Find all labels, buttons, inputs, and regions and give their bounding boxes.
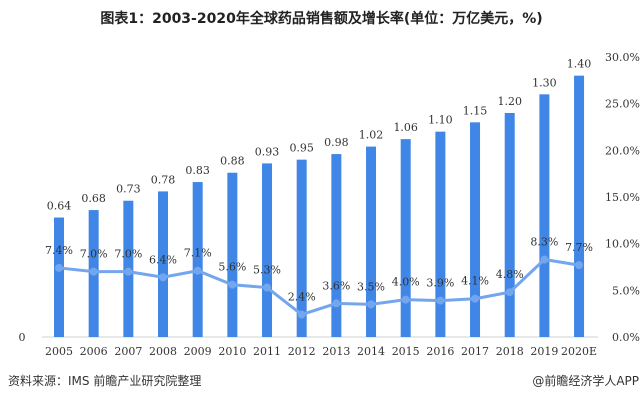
x-tick-label: 2009 (184, 345, 212, 358)
growth-line (58, 257, 580, 317)
growth-point (471, 294, 480, 303)
bar-value-label: 1.40 (567, 58, 592, 71)
bar-value-label: 0.64 (47, 200, 72, 213)
bar (574, 75, 585, 338)
x-tick-label: 2007 (114, 345, 142, 358)
growth-value-label: 4.8% (496, 268, 524, 281)
growth-point (505, 288, 514, 297)
bar (227, 172, 238, 337)
growth-value-label: 7.4% (45, 244, 73, 257)
growth-value-label: 6.4% (149, 253, 177, 266)
bar (192, 182, 203, 337)
x-tick-label: 2011 (253, 345, 281, 358)
bar (158, 191, 169, 337)
growth-value-label: 7.0% (114, 248, 142, 261)
bar-value-label: 1.02 (359, 129, 384, 142)
growth-value-label: 7.7% (565, 241, 593, 254)
bar-value-label: 1.10 (428, 114, 453, 127)
x-tick-label: 2006 (80, 345, 108, 358)
bar (331, 154, 342, 337)
source-note: 资料来源：IMS 前瞻产业研究院整理 (8, 374, 202, 388)
growth-point (540, 255, 549, 264)
growth-point (55, 263, 63, 272)
growth-point (436, 296, 445, 305)
x-tick-label: 2018 (496, 345, 524, 358)
bar-value-label: 1.15 (463, 104, 488, 117)
growth-value-label: 5.3% (253, 264, 281, 277)
x-tick-label: 2014 (357, 345, 385, 358)
bar-value-label: 1.30 (532, 76, 557, 89)
bar (539, 94, 550, 337)
bar-value-label: 0.88 (220, 155, 245, 168)
bar-value-label: 0.78 (151, 173, 176, 186)
credit-note: @前瞻经济学人APP (532, 374, 639, 388)
growth-point (193, 266, 202, 275)
right-tick-label: 30.0% (605, 51, 640, 64)
bar-value-label: 0.68 (81, 192, 106, 205)
bar-value-label: 0.93 (255, 145, 280, 158)
growth-point (367, 300, 376, 309)
bar (296, 159, 307, 337)
bar (366, 146, 377, 337)
right-tick-label: 20.0% (605, 144, 640, 157)
x-tick-label: 2015 (392, 345, 420, 358)
left-tick-label: 0 (19, 331, 26, 344)
bar-value-label: 1.06 (393, 121, 418, 134)
x-tick-label: 2013 (322, 345, 350, 358)
x-tick-label: 2019 (530, 345, 558, 358)
growth-value-label: 4.0% (392, 276, 420, 289)
bar-value-label: 0.95 (289, 142, 314, 155)
growth-value-label: 7.1% (184, 247, 212, 260)
growth-point (89, 267, 98, 276)
right-tick-label: 15.0% (605, 191, 640, 204)
bar-value-label: 1.20 (497, 95, 522, 108)
right-tick-label: 0.0% (612, 331, 640, 344)
growth-point (124, 267, 133, 276)
growth-point (401, 295, 410, 304)
bar (435, 131, 446, 337)
x-tick-label: 2020E (561, 345, 597, 358)
growth-value-label: 4.1% (461, 275, 489, 288)
growth-point (263, 283, 272, 292)
bar-value-label: 0.83 (185, 164, 210, 177)
bar (470, 122, 481, 337)
growth-value-label: 3.9% (426, 277, 454, 290)
growth-value-label: 7.0% (80, 248, 108, 261)
growth-value-label: 3.6% (322, 279, 350, 292)
bar-value-label: 0.73 (116, 183, 141, 196)
bar (262, 163, 273, 337)
x-tick-label: 2008 (149, 345, 177, 358)
bar (504, 113, 515, 337)
chart-title: 图表1：2003-2020年全球药品销售额及增长率(单位：万亿美元，%) (100, 11, 543, 27)
bar-value-label: 0.98 (324, 136, 349, 149)
x-tick-label: 2016 (426, 345, 454, 358)
growth-value-label: 8.3% (530, 236, 558, 249)
x-tick-label: 2017 (461, 345, 489, 358)
growth-point (332, 299, 341, 308)
x-tick-label: 2005 (45, 345, 73, 358)
x-tick-label: 2012 (288, 345, 316, 358)
x-tick-label: 2010 (218, 345, 246, 358)
bar (400, 139, 411, 337)
growth-point (297, 310, 306, 319)
growth-value-label: 5.6% (218, 261, 246, 274)
right-tick-label: 10.0% (605, 238, 640, 251)
right-tick-label: 25.0% (605, 98, 640, 111)
growth-value-label: 2.4% (288, 291, 316, 304)
growth-point (228, 280, 237, 289)
growth-point (575, 261, 584, 270)
right-tick-label: 5.0% (612, 284, 640, 297)
growth-value-label: 3.5% (357, 280, 385, 293)
bar (54, 217, 64, 337)
growth-point (159, 273, 168, 282)
